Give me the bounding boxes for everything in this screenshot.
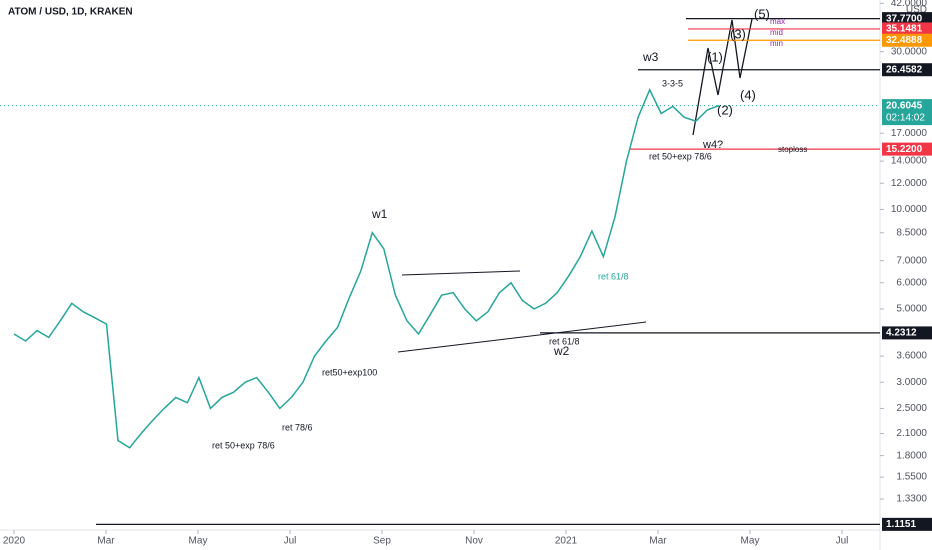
x-tick-label: Nov (465, 536, 483, 547)
annotation: (3) (730, 26, 746, 41)
price-label-box (882, 517, 932, 531)
annotation: (4) (740, 87, 756, 102)
price-label: 20.6045 (886, 100, 923, 111)
annotation: 3-3-5 (662, 78, 683, 88)
annotation: ret 50+exp 78/6 (649, 151, 712, 161)
annotation: (1) (707, 49, 723, 64)
price-label-box (882, 142, 932, 156)
y-tick-label: 7.0000 (896, 255, 927, 266)
price-label-box (882, 99, 932, 126)
annotation: ret 61/8 (598, 271, 629, 281)
y-tick-label: 30.0000 (891, 46, 928, 57)
countdown: 02:14:02 (886, 112, 925, 123)
annotation: w3 (642, 50, 659, 64)
annotation: w4? (702, 139, 723, 151)
y-tick-label: 1.3300 (896, 494, 927, 505)
y-tick-label: 12.0000 (891, 178, 928, 189)
annotation: min (770, 39, 783, 48)
x-tick-label: Jul (836, 536, 849, 547)
y-tick-label: 3.6000 (896, 351, 927, 362)
y-tick-label: 10.0000 (891, 204, 928, 215)
annotation: (2) (717, 102, 733, 117)
y-tick-label: 1.8000 (896, 450, 927, 461)
price-label-box (882, 326, 932, 340)
axis-unit: USD (906, 5, 927, 16)
y-tick-label: 3.0000 (896, 377, 927, 388)
x-tick-label: Mar (97, 536, 115, 547)
price-label-box (882, 12, 932, 26)
trendline (397, 321, 647, 353)
x-tick-label: Jul (284, 536, 297, 547)
annotation: ret 61/8 (549, 336, 580, 346)
wave-projection (692, 18, 753, 136)
trendline (401, 270, 521, 276)
price-label-box (882, 63, 932, 77)
x-tick-label: Sep (373, 536, 391, 547)
x-tick-label: 2020 (3, 536, 26, 547)
y-tick-label: 6.0000 (896, 277, 927, 288)
price-label-box (882, 33, 932, 47)
y-tick-label: 2.5000 (896, 403, 927, 414)
annotation: max (770, 17, 785, 26)
price-label: 35.1481 (886, 24, 923, 35)
annotation: w2 (553, 344, 570, 358)
annotation: ret 78/6 (282, 422, 313, 432)
y-tick-label: 17.0000 (891, 128, 928, 139)
x-tick-label: 2021 (555, 536, 578, 547)
y-tick-label: 8.5000 (896, 227, 927, 238)
price-label-box (882, 22, 932, 36)
x-tick-label: May (189, 536, 208, 547)
annotation: w1 (371, 207, 388, 221)
chart-title: ATOM / USD, 1D, KRAKEN (8, 7, 133, 18)
x-tick-label: Mar (649, 536, 667, 547)
annotation: mid (770, 28, 783, 37)
annotation: stoploss (778, 145, 807, 154)
y-tick-label: 5.0000 (896, 304, 927, 315)
y-tick-label: 2.1000 (896, 428, 927, 439)
y-tick-label: 42.0000 (891, 0, 928, 9)
annotation: (5) (754, 6, 770, 21)
y-tick-label: 14.0000 (891, 156, 928, 167)
price-line (13, 87, 720, 449)
price-label: 4.2312 (886, 328, 917, 339)
annotation: ret 50+exp 78/6 (212, 440, 275, 450)
price-label: 15.2200 (886, 144, 923, 155)
y-tick-label: 1.5500 (896, 472, 927, 483)
annotation: ret50+exp100 (322, 367, 377, 377)
price-label: 26.4582 (886, 64, 923, 75)
price-label: 37.7700 (886, 13, 923, 24)
price-label: 32.4888 (886, 35, 923, 46)
price-label: 1.1151 (886, 519, 916, 530)
x-tick-label: May (741, 536, 760, 547)
